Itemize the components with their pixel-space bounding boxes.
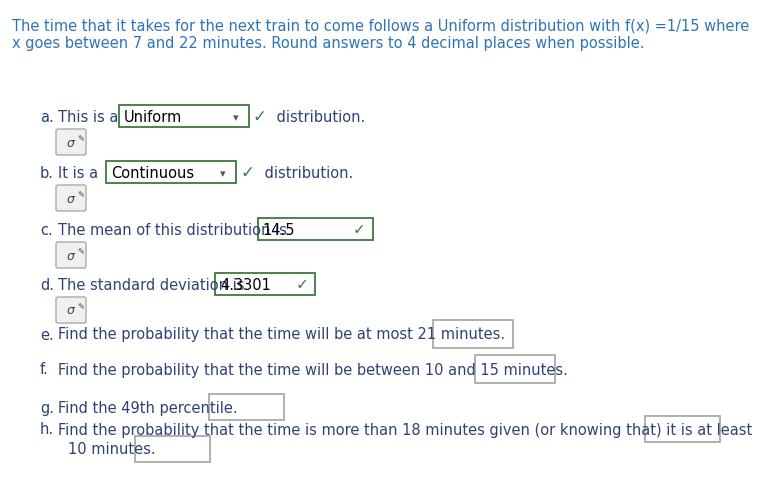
Text: 14.5: 14.5 bbox=[263, 222, 295, 237]
Text: d.: d. bbox=[40, 277, 54, 292]
Text: σ: σ bbox=[67, 136, 75, 149]
Text: h.: h. bbox=[40, 421, 54, 437]
FancyBboxPatch shape bbox=[257, 218, 373, 240]
Text: This is a: This is a bbox=[58, 109, 123, 124]
FancyBboxPatch shape bbox=[56, 298, 86, 324]
Text: 10 minutes.: 10 minutes. bbox=[68, 442, 156, 456]
FancyBboxPatch shape bbox=[106, 162, 236, 184]
Text: σ: σ bbox=[67, 192, 75, 205]
Text: Find the probability that the time is more than 18 minutes given (or knowing tha: Find the probability that the time is mo… bbox=[58, 421, 753, 437]
Text: ✓: ✓ bbox=[241, 164, 254, 181]
Text: Find the probability that the time will be at most 21 minutes.: Find the probability that the time will … bbox=[58, 327, 505, 342]
Text: distribution.: distribution. bbox=[273, 109, 366, 124]
Text: ▾: ▾ bbox=[232, 113, 238, 123]
FancyBboxPatch shape bbox=[645, 416, 720, 442]
Text: x goes between 7 and 22 minutes. Round answers to 4 decimal places when possible: x goes between 7 and 22 minutes. Round a… bbox=[12, 36, 645, 51]
Text: ✓: ✓ bbox=[353, 222, 365, 237]
Text: ✎: ✎ bbox=[77, 134, 84, 143]
Text: The standard deviation is: The standard deviation is bbox=[58, 277, 249, 292]
Text: a.: a. bbox=[40, 109, 53, 124]
Text: It is a: It is a bbox=[58, 165, 102, 180]
FancyBboxPatch shape bbox=[56, 130, 86, 156]
FancyBboxPatch shape bbox=[433, 320, 513, 348]
Text: Find the 49th percentile.: Find the 49th percentile. bbox=[58, 400, 238, 415]
FancyBboxPatch shape bbox=[134, 436, 209, 462]
Text: distribution.: distribution. bbox=[261, 165, 354, 180]
Text: c.: c. bbox=[40, 222, 53, 237]
Text: ✓: ✓ bbox=[252, 108, 267, 126]
Text: ✎: ✎ bbox=[77, 302, 84, 311]
FancyBboxPatch shape bbox=[475, 355, 555, 383]
Text: σ: σ bbox=[67, 304, 75, 317]
Text: ✓: ✓ bbox=[296, 277, 308, 292]
Text: 4.3301: 4.3301 bbox=[220, 277, 271, 292]
Text: g.: g. bbox=[40, 400, 54, 415]
Text: ✎: ✎ bbox=[77, 190, 84, 199]
Text: σ: σ bbox=[67, 249, 75, 262]
Text: ▾: ▾ bbox=[220, 168, 226, 179]
FancyBboxPatch shape bbox=[56, 242, 86, 268]
FancyBboxPatch shape bbox=[215, 274, 316, 295]
Text: e.: e. bbox=[40, 327, 53, 342]
Text: The time that it takes for the next train to come follows a Uniform distribution: The time that it takes for the next trai… bbox=[12, 18, 749, 33]
Text: f.: f. bbox=[40, 362, 49, 377]
FancyBboxPatch shape bbox=[209, 394, 284, 420]
Text: The mean of this distribution is: The mean of this distribution is bbox=[58, 222, 292, 237]
Text: ✎: ✎ bbox=[77, 247, 84, 256]
FancyBboxPatch shape bbox=[56, 186, 86, 212]
Text: Uniform: Uniform bbox=[124, 109, 182, 124]
Text: b.: b. bbox=[40, 165, 54, 180]
Text: Find the probability that the time will be between 10 and 15 minutes.: Find the probability that the time will … bbox=[58, 362, 568, 377]
FancyBboxPatch shape bbox=[118, 106, 248, 128]
Text: Continuous: Continuous bbox=[112, 165, 195, 180]
